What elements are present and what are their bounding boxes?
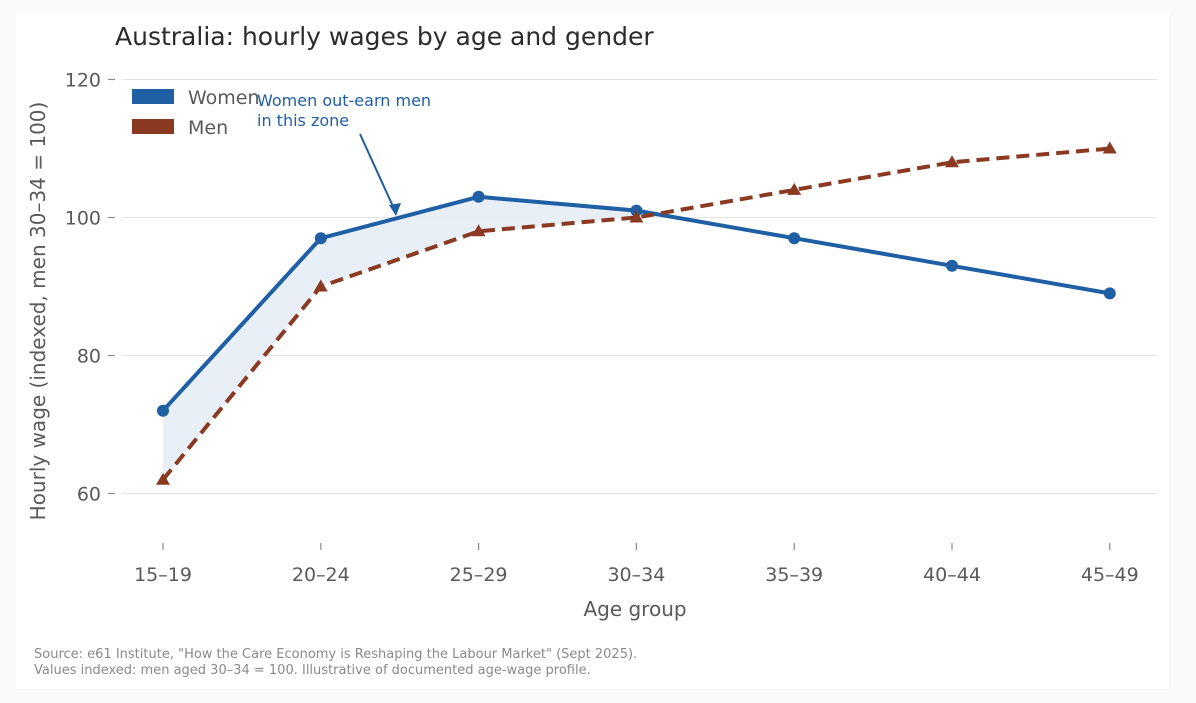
legend: Women Men [132,87,260,139]
annotation-line-1: Women out-earn men [257,91,431,110]
x-tick-label-45–49: 45–49 [1081,564,1139,586]
legend-swatch-women [132,89,174,104]
y-axis-title: Hourly wage (indexed, men 30–34 = 100) [26,102,50,521]
x-tick-label-25–29: 25–29 [450,564,508,586]
x-axis-title: Age group [583,597,686,621]
y-tick-label-60: 60 [77,484,101,506]
chart-svg: Australia: hourly wages by age and gende… [26,22,1157,678]
legend-swatch-men [132,119,174,134]
y-tick-label-100: 100 [65,208,101,230]
legend-label-women: Women [188,87,260,109]
point-men-35–39 [787,182,802,195]
legend-label-men: Men [188,117,228,139]
source-note-line-1: Source: e61 Institute, "How the Care Eco… [34,647,637,662]
x-tick-label-40–44: 40–44 [923,564,981,586]
point-men-45–49 [1102,141,1117,154]
point-women-45–49 [1103,287,1116,300]
point-women-20–24 [314,232,327,245]
series-line-men [161,146,1110,481]
point-men-30–34 [629,210,644,223]
point-women-25–29 [472,190,485,203]
x-tick-label-20–24: 20–24 [292,564,350,586]
series-group [156,141,1117,485]
chart-panel: Australia: hourly wages by age and gende… [16,13,1169,689]
annotation-arrow-head [389,203,401,216]
annotation-arrow-line [359,133,397,214]
annotation-line-2: in this zone [257,111,349,130]
x-tick-label-30–34: 30–34 [607,564,665,586]
point-men-15–19 [156,472,170,485]
point-men-25–29 [471,224,486,237]
y-tick-label-80: 80 [77,346,101,368]
source-note-line-2: Values indexed: men aged 30–34 = 100. Il… [34,663,591,678]
point-men-40–44 [945,155,959,168]
annotation: Women out-earn men in this zone [257,91,431,216]
point-women-15–19 [157,404,169,417]
point-men-20–24 [313,279,328,292]
point-women-40–44 [946,259,958,272]
y-axis: 60 80 100 120 [65,70,115,506]
chart-title: Australia: hourly wages by age and gende… [115,22,654,51]
x-axis: 15–19 20–24 25–29 30–34 35–39 40–44 45–49 [134,543,1139,586]
y-tick-label-120: 120 [65,70,101,92]
x-tick-label-15–19: 15–19 [134,564,192,586]
point-women-35–39 [788,232,801,245]
women-out-earn-region [163,196,657,480]
x-tick-label-35–39: 35–39 [765,564,823,586]
